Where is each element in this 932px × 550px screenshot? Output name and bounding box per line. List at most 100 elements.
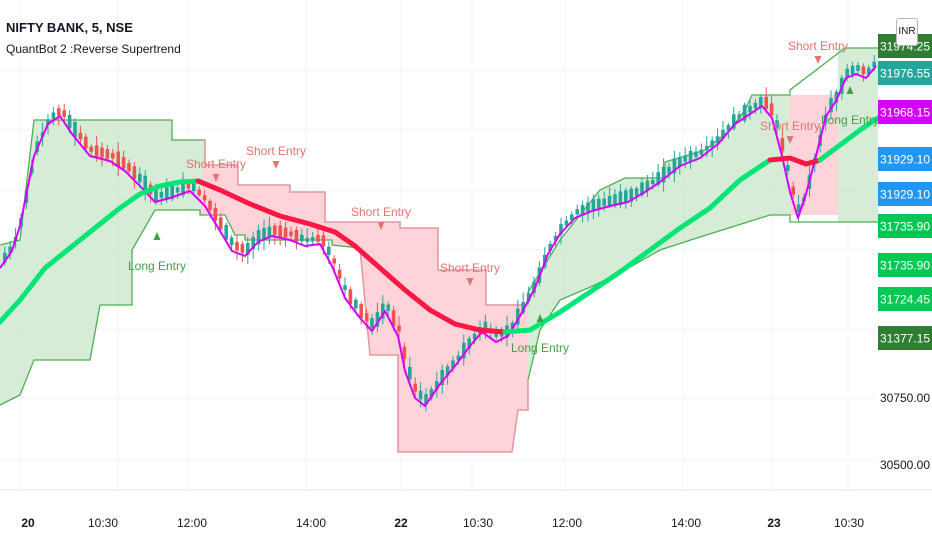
candle-49 <box>267 226 272 238</box>
candle-96 <box>521 301 525 313</box>
candle-9 <box>51 112 56 119</box>
signal-label-7: Short Entry <box>760 119 820 133</box>
price-label-bg-7 <box>878 287 932 311</box>
candle-158 <box>856 65 860 71</box>
candle-69 <box>375 312 380 327</box>
candle-29 <box>159 191 164 198</box>
candle-129 <box>699 149 704 155</box>
x-tick-label-3: 14:00 <box>296 516 326 530</box>
candle-39 <box>213 207 218 221</box>
candle-153 <box>829 98 833 113</box>
candle-82 <box>445 366 450 376</box>
candle-131 <box>710 140 714 148</box>
x-tick-label-9: 10:30 <box>834 516 864 530</box>
candle-108 <box>586 202 590 213</box>
candle-11 <box>62 110 66 117</box>
candle-134 <box>726 125 731 131</box>
candle-110 <box>597 198 601 209</box>
slow-ma-red-2 <box>767 155 823 167</box>
currency-button[interactable]: INR <box>896 18 918 46</box>
candle-80 <box>435 381 439 390</box>
candle-77 <box>418 390 423 400</box>
candle-10 <box>57 108 61 116</box>
candle-101 <box>548 243 552 251</box>
candle-136 <box>737 114 741 119</box>
candle-61 <box>332 258 336 264</box>
candle-156 <box>845 68 849 79</box>
candle-21 <box>116 151 120 168</box>
band-lines <box>0 47 878 453</box>
candle-138 <box>748 105 752 113</box>
candle-132 <box>715 136 720 144</box>
candle-30 <box>165 187 169 200</box>
signal-layer: Long Entry Short Entry Short Entry Short En… <box>128 39 879 355</box>
candle-44 <box>240 243 245 253</box>
candle-14 <box>78 132 83 140</box>
price-label-bg-4 <box>878 182 932 206</box>
candle-16 <box>89 146 93 152</box>
signal-label-2: Short Entry <box>246 144 306 158</box>
candle-147 <box>796 204 801 212</box>
candle-73 <box>397 325 401 332</box>
candle-54 <box>294 229 299 242</box>
candle-64 <box>348 289 353 305</box>
candle-24 <box>132 166 137 180</box>
y-tick-label-0: 30500.00 <box>880 458 930 472</box>
candle-137 <box>742 104 747 121</box>
candle-133 <box>721 129 725 139</box>
candle-130 <box>705 146 709 151</box>
candle-41 <box>224 225 228 240</box>
moving-average-lines <box>0 65 881 407</box>
candle-63 <box>343 285 347 290</box>
signal-label-5: Long Entry <box>511 341 569 355</box>
candle-13 <box>73 121 77 138</box>
candle-140 <box>759 97 763 107</box>
band-upper-red-line <box>204 140 529 306</box>
y-tick-label-1: 30750.00 <box>880 391 930 405</box>
candle-45 <box>246 242 250 255</box>
chart-title: NIFTY BANK, 5, NSE <box>6 20 133 35</box>
price-axis[interactable]: 31974.2531976.5531968.1531929.1031929.10… <box>878 34 932 472</box>
candle-76 <box>413 383 417 392</box>
candle-8 <box>46 119 50 125</box>
short-signal-arrow-4 <box>466 278 474 286</box>
candle-126 <box>683 155 687 162</box>
candle-97 <box>526 293 531 302</box>
price-label-bg-2 <box>878 100 932 124</box>
candle-81 <box>440 369 444 386</box>
candle-25 <box>138 173 142 183</box>
candle-87 <box>472 333 477 340</box>
candle-112 <box>607 195 612 206</box>
candle-117 <box>634 188 639 196</box>
candle-95 <box>516 308 520 325</box>
candle-121 <box>656 172 660 185</box>
candle-71 <box>386 304 390 311</box>
x-tick-label-4: 22 <box>394 516 408 530</box>
price-label-bg-1 <box>878 61 932 85</box>
signal-label-0: Long Entry <box>128 259 186 273</box>
x-tick-label-1: 10:30 <box>88 516 118 530</box>
candle-122 <box>661 166 666 183</box>
candle-139 <box>753 102 758 109</box>
candle-159 <box>861 66 866 75</box>
candle-37 <box>202 195 207 201</box>
time-axis[interactable]: 20 10:30 12:00 14:00 22 10:30 12:00 14:00 23 10:3… <box>0 489 932 530</box>
indicator-label[interactable]: QuantBot 2 :Reverse Supertrend <box>6 42 181 56</box>
candle-141 <box>764 96 768 110</box>
candle-53 <box>289 231 293 237</box>
candle-83 <box>451 360 455 369</box>
candle-36 <box>197 189 201 196</box>
slow-ma-green-3 <box>817 115 881 163</box>
short-signal-arrow-3 <box>377 222 385 230</box>
short-signal-arrow-2 <box>272 161 280 169</box>
candle-18 <box>100 147 104 158</box>
candle-123 <box>667 166 671 174</box>
candle-127 <box>688 150 693 163</box>
candle-48 <box>262 227 266 241</box>
candle-33 <box>181 181 185 196</box>
candle-105 <box>570 214 574 221</box>
candle-102 <box>553 235 558 241</box>
signal-label-4: Short Entry <box>440 261 500 275</box>
candle-38 <box>208 200 212 210</box>
